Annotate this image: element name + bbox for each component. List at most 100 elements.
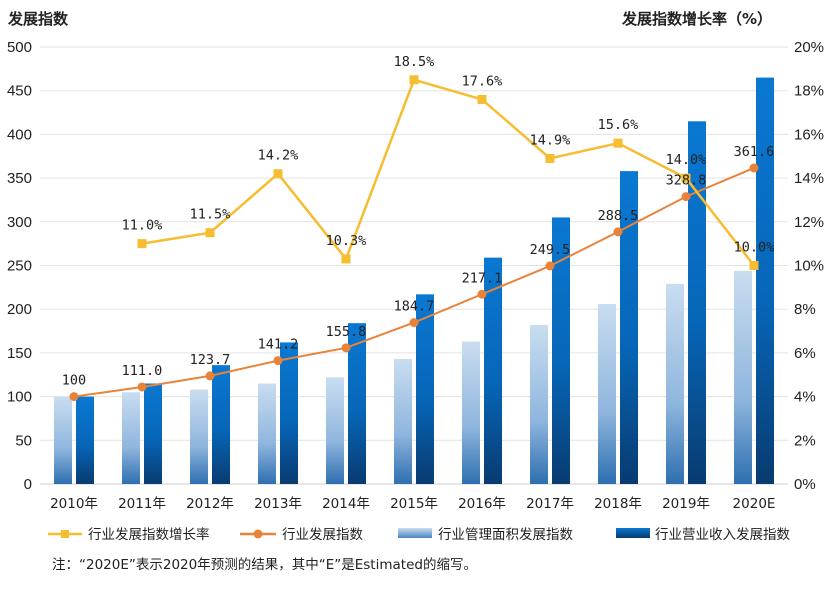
category-labels: 2010年 2011年 2012年 2013年 2014年 2015年 2016年 2017年… [50, 496, 775, 512]
right-axis-title: 发展指数增长率（%） [621, 10, 772, 28]
bar-revenue-index [756, 77, 774, 484]
point-index [69, 392, 79, 402]
label-index: 141.2 [258, 337, 299, 353]
right-tick-label: 0% [794, 476, 816, 493]
data-labels: 100 111.0 123.7 141.2 155.8 184.7 217.1 249.5 28… [62, 54, 775, 389]
gridlines [40, 46, 788, 485]
label-index: 249.5 [530, 242, 571, 258]
left-tick-label: 500 [7, 39, 32, 56]
point-index [477, 289, 487, 299]
category-label: 2011年 [118, 496, 166, 512]
right-tick-label: 8% [794, 301, 816, 318]
bar-area-index [598, 303, 616, 484]
category-label: 2017年 [526, 496, 574, 512]
left-axis-title: 发展指数 [7, 10, 69, 28]
left-tick-label: 450 [7, 83, 32, 100]
point-growth-rate [681, 173, 691, 183]
point-growth-rate [409, 75, 419, 85]
bar-area-index [394, 359, 412, 484]
label-growth-rate: 17.6% [462, 73, 503, 89]
right-tick-label: 18% [794, 83, 824, 100]
bar-revenue-index [348, 323, 366, 484]
legend-item-revenue: 行业营业收入发展指数 [616, 527, 790, 543]
label-index: 361.6 [734, 144, 775, 160]
bar-revenue-index [552, 217, 570, 484]
bar-area-index [530, 324, 548, 484]
point-index [613, 227, 623, 237]
bar-area-index [666, 283, 684, 484]
right-tick-label: 14% [794, 170, 824, 187]
category-label: 2013年 [254, 496, 302, 512]
legend-label-index: 行业发展指数 [282, 527, 363, 543]
right-tick-label: 16% [794, 126, 824, 143]
line-index [73, 167, 755, 398]
point-growth-rate [205, 228, 215, 238]
point-index [137, 382, 147, 392]
category-label: 2020E [733, 496, 776, 512]
right-tick-label: 20% [794, 39, 824, 56]
label-growth-rate: 15.6% [598, 117, 639, 133]
point-index [681, 192, 691, 202]
category-label: 2012年 [186, 496, 234, 512]
bars [54, 77, 774, 484]
label-index: 288.5 [598, 208, 639, 224]
legend-swatch-area [398, 528, 432, 538]
legend-marker-circle [253, 529, 263, 539]
bar-area-index [326, 377, 344, 484]
line-growth-rate [141, 78, 755, 267]
right-tick-label: 2% [794, 432, 816, 449]
category-label: 2015年 [390, 496, 438, 512]
label-index: 100 [62, 373, 86, 389]
point-growth-rate [341, 254, 351, 264]
label-growth-rate: 11.0% [122, 218, 163, 234]
label-growth-rate: 14.9% [530, 132, 571, 148]
left-tick-label: 50 [15, 432, 32, 449]
legend-label-area: 行业管理面积发展指数 [438, 527, 573, 543]
left-tick-label: 150 [7, 345, 32, 362]
point-growth-rate [749, 261, 759, 270]
point-index [409, 318, 419, 328]
label-index: 111.0 [122, 363, 163, 379]
point-growth-rate [613, 138, 623, 148]
label-index: 155.8 [326, 324, 367, 340]
footnote: 注：“2020E”表示2020年预测的结果，其中“E”是Estimated的缩写… [52, 557, 477, 573]
bar-revenue-index [76, 396, 94, 484]
bar-revenue-index [144, 383, 162, 484]
legend-label-revenue: 行业营业收入发展指数 [655, 527, 790, 543]
bar-revenue-index [212, 365, 230, 484]
label-growth-rate: 14.0% [666, 152, 707, 168]
bar-area-index [54, 396, 72, 484]
bar-area-index [734, 270, 752, 484]
legend: 行业发展指数增长率 行业发展指数 行业管理面积发展指数 行业营业收入发展指数 [48, 526, 790, 543]
point-index [545, 261, 555, 271]
category-label: 2014年 [322, 496, 370, 512]
legend-item-area: 行业管理面积发展指数 [398, 527, 573, 543]
bar-area-index [258, 383, 276, 484]
label-index: 184.7 [394, 299, 435, 315]
bar-area-index [190, 389, 208, 484]
left-tick-label: 200 [7, 301, 32, 318]
label-growth-rate: 10.3% [326, 233, 367, 249]
point-growth-rate [273, 169, 283, 179]
category-label: 2010年 [50, 496, 98, 512]
label-growth-rate: 18.5% [394, 54, 435, 70]
left-tick-label: 400 [7, 126, 32, 143]
bar-area-index [122, 392, 140, 484]
label-growth-rate: 10.0% [734, 240, 775, 256]
label-index: 217.1 [462, 270, 503, 286]
category-label: 2016年 [458, 496, 506, 512]
legend-item-growth-rate: 行业发展指数增长率 [48, 526, 210, 543]
category-label: 2018年 [594, 496, 642, 512]
bar-area-index [462, 341, 480, 484]
bar-revenue-index [620, 171, 638, 484]
left-tick-label: 300 [7, 214, 32, 231]
legend-label-growth-rate: 行业发展指数增长率 [88, 526, 210, 543]
point-growth-rate [545, 153, 555, 163]
point-growth-rate [477, 94, 487, 104]
legend-swatch-revenue [616, 528, 650, 538]
right-axis-ticks: 0% 2% 4% 6% 8% 10% 12% 14% 16% 18% 20% [794, 39, 824, 493]
right-tick-label: 4% [794, 389, 816, 406]
label-index: 328.8 [666, 173, 707, 189]
right-tick-label: 10% [794, 258, 824, 275]
